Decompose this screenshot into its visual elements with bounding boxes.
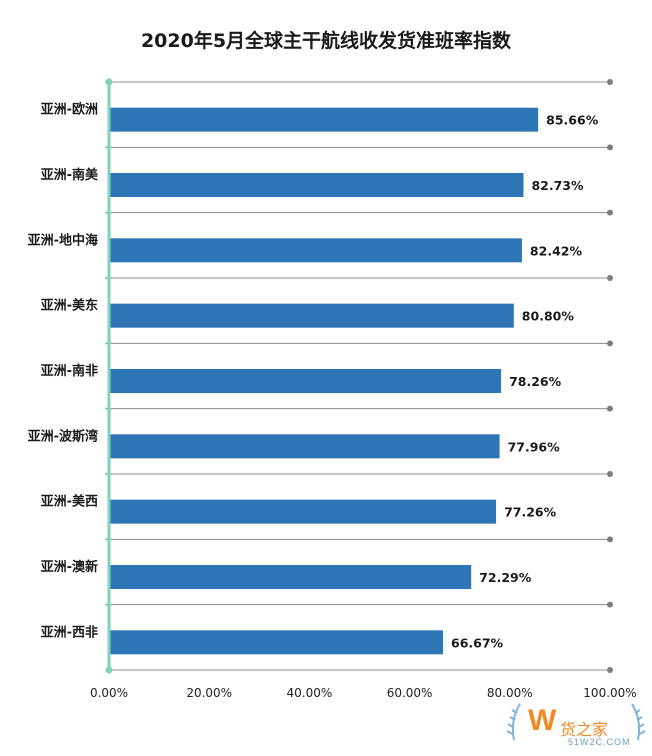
- data-label: 77.26%: [504, 505, 557, 520]
- bar: [109, 107, 539, 132]
- grid-line-marker: [607, 405, 613, 412]
- x-tick-label: 100.00%: [583, 686, 636, 700]
- bar: [109, 238, 522, 263]
- grid-line-marker: [607, 601, 613, 608]
- x-tick-label: 80.00%: [487, 686, 533, 700]
- bars: [109, 107, 539, 655]
- grid-line-marker: [607, 79, 613, 85]
- category-label: 亚洲-西非: [41, 624, 98, 640]
- data-label: 80.80%: [522, 309, 575, 324]
- data-label: 85.66%: [546, 113, 599, 128]
- bar: [109, 303, 514, 328]
- axis-end-marker: [105, 78, 113, 86]
- watermark-logo: W: [506, 690, 646, 752]
- x-tick-label: 60.00%: [387, 686, 433, 700]
- data-label: 82.42%: [530, 243, 583, 258]
- bar: [109, 173, 524, 197]
- data-label: 82.73%: [531, 178, 584, 193]
- labels: 85.66% 亚洲-欧洲 82.73% 亚洲-南美 82.42% 亚洲-地中海 80.80%…: [28, 102, 637, 700]
- category-label: 亚洲-澳新: [41, 559, 98, 575]
- bar: [109, 630, 444, 655]
- category-label: 亚洲-波斯湾: [28, 428, 98, 444]
- data-label: 72.29%: [479, 570, 532, 585]
- data-label: 77.96%: [508, 439, 561, 454]
- category-axis: [105, 78, 113, 674]
- bar: [109, 565, 472, 589]
- category-label: 亚洲-南美: [41, 167, 99, 183]
- grid-line-marker: [607, 144, 613, 151]
- category-label: 亚洲-欧洲: [41, 102, 98, 118]
- x-tick-label: 20.00%: [186, 686, 232, 700]
- bar: [109, 434, 500, 459]
- grid-line-marker: [607, 275, 613, 281]
- watermark-url: 51W2C.COM: [568, 737, 631, 747]
- watermark-text: 货之家: [560, 722, 609, 739]
- bar: [109, 499, 497, 524]
- category-label: 亚洲-地中海: [28, 232, 98, 248]
- grid-lines: [109, 79, 613, 673]
- watermark-letter: W: [528, 704, 557, 737]
- grid-line-marker: [607, 340, 613, 347]
- grid-line-marker: [607, 536, 613, 543]
- x-tick-label: 40.00%: [287, 686, 333, 700]
- category-label: 亚洲-美西: [41, 494, 98, 510]
- chart-title: 2020年5月全球主干航线收发货准班率指数: [140, 30, 512, 52]
- grid-line-marker: [607, 209, 613, 216]
- axis-end-marker: [105, 666, 113, 674]
- grid-line-marker: [607, 667, 613, 673]
- category-label: 亚洲-美东: [41, 298, 98, 314]
- data-label: 66.67%: [451, 635, 504, 650]
- x-tick-label: 0.00%: [90, 686, 128, 700]
- grid-line-marker: [607, 471, 613, 477]
- bar: [109, 369, 502, 393]
- category-label: 亚洲-南非: [41, 363, 98, 379]
- data-label: 78.26%: [509, 374, 562, 389]
